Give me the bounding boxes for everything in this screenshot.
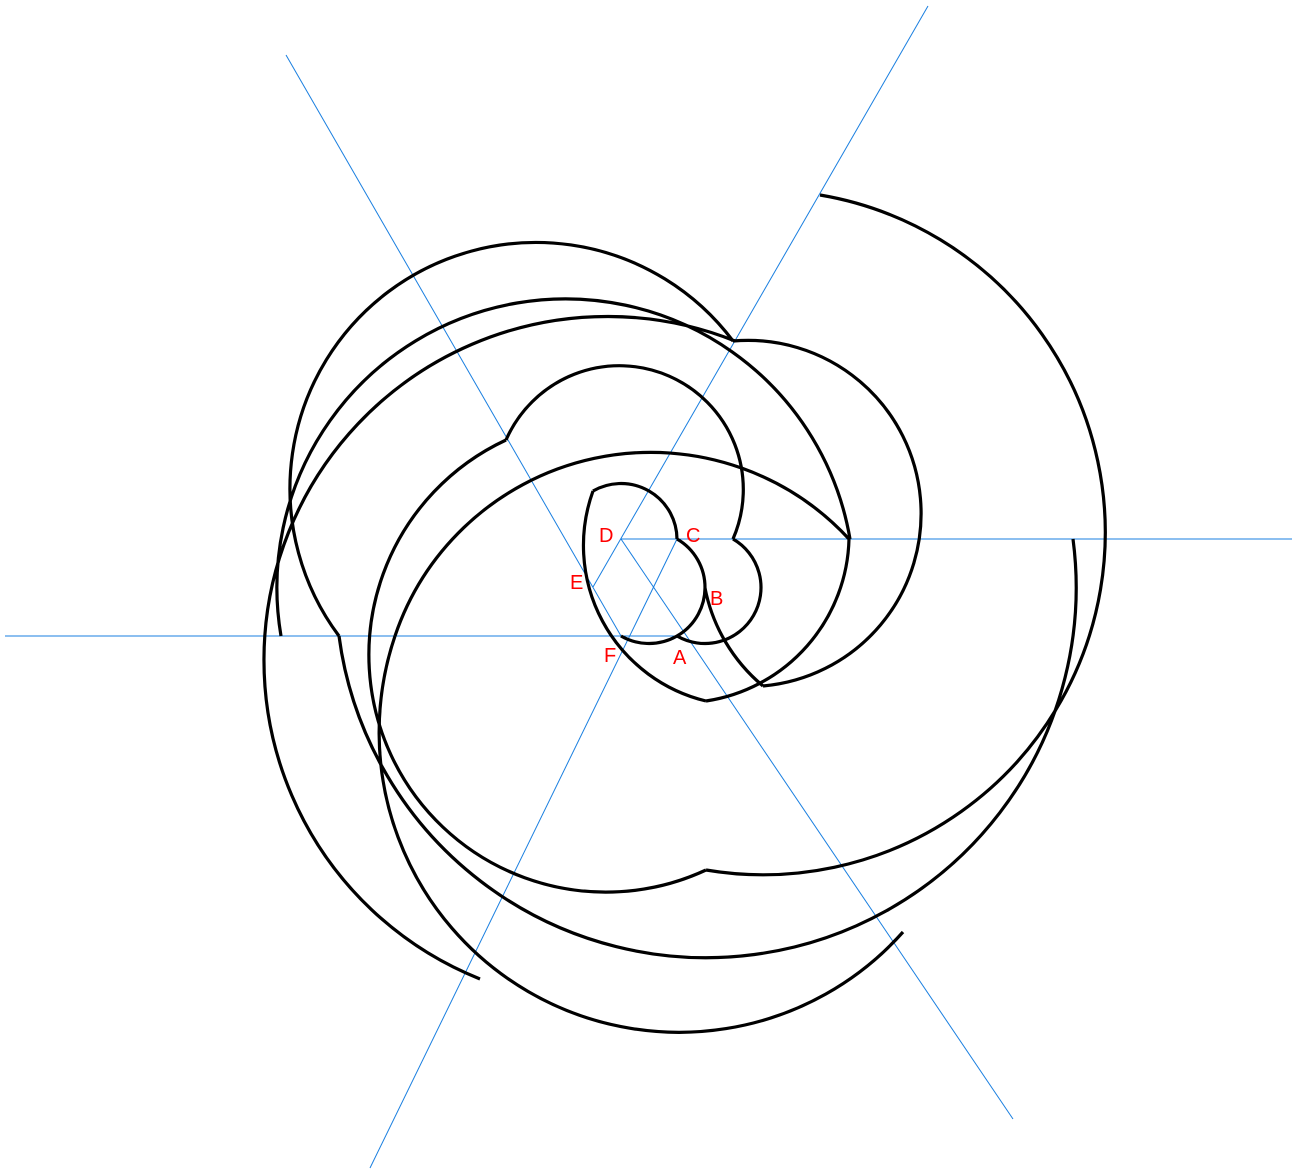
guide-line-ab xyxy=(620,538,1014,1120)
spiral-arc-3-about-d xyxy=(337,538,1078,960)
spiral-arc-1-about-a-outer xyxy=(705,538,851,703)
label-d: D xyxy=(599,525,613,547)
label-e: E xyxy=(570,572,583,594)
spiral-arc-4-outer xyxy=(703,587,765,688)
vertex-labels: A B C D E F xyxy=(570,525,723,669)
spiral-arc-1-about-e xyxy=(581,490,707,703)
spiral xyxy=(262,193,1107,1034)
label-c: C xyxy=(686,525,700,547)
spiral-arc-3-about-c xyxy=(288,240,735,637)
spiral-arc-2-about-d xyxy=(367,438,707,894)
spiral-arc-4-about-b xyxy=(377,635,905,1034)
spiral-arc-1-about-a xyxy=(620,587,707,646)
spiral-arc-1-about-d xyxy=(592,481,679,540)
guide-lines xyxy=(5,5,1292,1169)
spiral-arc-5-big xyxy=(275,297,852,637)
guide-line-ef xyxy=(369,538,678,1169)
label-f: F xyxy=(604,645,616,667)
guide-line-bc xyxy=(592,5,929,588)
spiral-arc-1-about-b xyxy=(676,537,707,589)
spiral-arc-2-about-e xyxy=(705,193,1107,877)
spiral-arc-3-about-b xyxy=(732,338,923,688)
spiral-arc-5-about-e xyxy=(262,314,736,981)
spiral-arc-2-about-c xyxy=(504,364,745,540)
label-a: A xyxy=(673,647,687,669)
label-b: B xyxy=(710,588,723,610)
guide-line-de xyxy=(285,54,622,637)
spiral-arc-4-about-a xyxy=(393,450,851,637)
spiral-arc-2-inner xyxy=(676,537,763,646)
